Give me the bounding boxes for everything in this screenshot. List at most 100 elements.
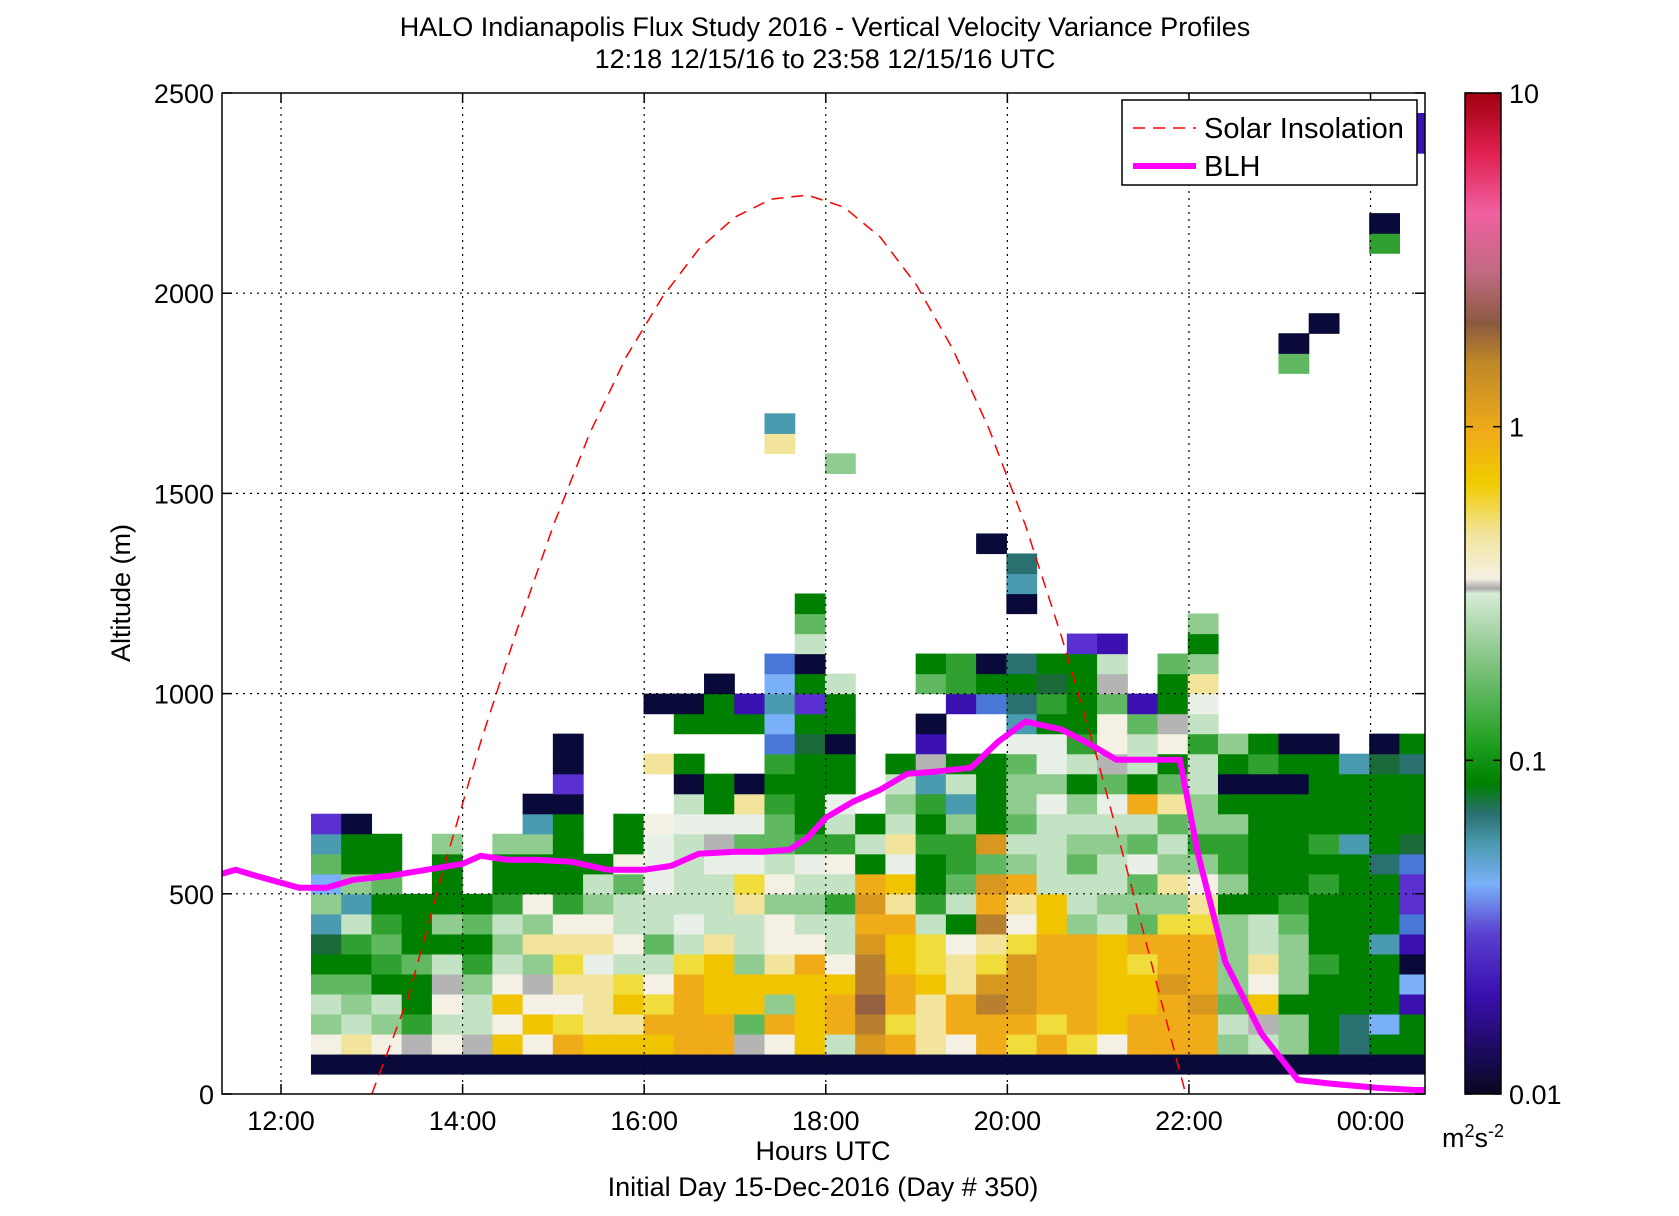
heatmap-cell bbox=[734, 993, 766, 1015]
heatmap-cell bbox=[764, 893, 796, 915]
heatmap-cell bbox=[794, 693, 826, 715]
heatmap-cell bbox=[976, 813, 1007, 835]
heatmap-cell bbox=[1369, 1013, 1400, 1035]
colorbar-unit-base: m bbox=[1442, 1123, 1465, 1153]
heatmap-cell bbox=[1157, 973, 1189, 995]
heatmap-cell bbox=[673, 913, 705, 935]
heatmap-cell bbox=[824, 773, 856, 795]
heatmap-cell bbox=[945, 993, 977, 1015]
heatmap-cell bbox=[794, 1053, 826, 1075]
heatmap-cell bbox=[824, 873, 856, 895]
heatmap-cell bbox=[310, 853, 342, 875]
heatmap-cell bbox=[552, 813, 584, 835]
heatmap-cell bbox=[764, 1053, 796, 1075]
heatmap-cell bbox=[1278, 853, 1310, 875]
heatmap-cell bbox=[824, 973, 856, 995]
heatmap-cell bbox=[945, 973, 977, 995]
heatmap-cell bbox=[734, 773, 766, 795]
heatmap-cell bbox=[824, 1033, 856, 1055]
heatmap-cell bbox=[1338, 873, 1370, 895]
heatmap-cell bbox=[1157, 813, 1189, 835]
heatmap-cell bbox=[1338, 933, 1370, 955]
heatmap-cell bbox=[1006, 673, 1038, 695]
heatmap-cell bbox=[704, 833, 735, 855]
heatmap-cell bbox=[855, 913, 887, 935]
heatmap-cell bbox=[1369, 893, 1400, 915]
heatmap-cell bbox=[945, 813, 977, 835]
heatmap-cell bbox=[1006, 1053, 1038, 1075]
heatmap-cell bbox=[945, 773, 977, 795]
heatmap-cell bbox=[310, 973, 342, 995]
y-axis-label: Altitude (m) bbox=[106, 524, 136, 662]
heatmap-cell bbox=[915, 973, 947, 995]
heatmap-cell bbox=[794, 613, 826, 635]
heatmap-cell bbox=[341, 1033, 373, 1055]
heatmap-cell bbox=[583, 973, 614, 995]
heatmap-cell bbox=[915, 953, 947, 975]
heatmap-cell bbox=[1066, 1013, 1098, 1035]
heatmap-cell bbox=[522, 893, 554, 915]
heatmap-cell bbox=[1187, 933, 1219, 955]
heatmap-cell bbox=[1399, 973, 1425, 995]
heatmap-cell bbox=[794, 993, 826, 1015]
heatmap-cell bbox=[976, 533, 1007, 555]
heatmap-cell bbox=[1157, 893, 1189, 915]
heatmap-cell bbox=[462, 1013, 493, 1035]
heatmap-cell bbox=[1520, 834, 1551, 855]
heatmap-cell bbox=[1399, 813, 1425, 835]
heatmap-cell bbox=[1187, 613, 1219, 635]
heatmap-cell bbox=[885, 933, 917, 955]
heatmap-cell bbox=[1369, 993, 1400, 1015]
heatmap-cell bbox=[1097, 693, 1128, 715]
heatmap-cell bbox=[371, 1053, 403, 1075]
heatmap-cell bbox=[1187, 953, 1219, 975]
heatmap-cell bbox=[945, 833, 977, 855]
heatmap-cell bbox=[1399, 893, 1425, 915]
heatmap-cell bbox=[431, 833, 463, 855]
heatmap-cell bbox=[1248, 873, 1280, 895]
heatmap-cell bbox=[1036, 1013, 1068, 1035]
heatmap-cell bbox=[704, 693, 735, 715]
heatmap-cell bbox=[643, 813, 675, 835]
heatmap-cell bbox=[976, 833, 1007, 855]
heatmap-cell bbox=[462, 1033, 493, 1055]
heatmap-cell bbox=[1097, 673, 1128, 695]
heatmap-cell bbox=[764, 733, 796, 755]
heatmap-cell bbox=[1187, 1013, 1219, 1035]
heatmap-cell bbox=[1308, 873, 1340, 895]
heatmap-cell bbox=[1248, 993, 1280, 1015]
heatmap-cell bbox=[1308, 813, 1340, 835]
heatmap-cell bbox=[1097, 1033, 1128, 1055]
heatmap-cell bbox=[371, 933, 403, 955]
heatmap-cell bbox=[1157, 793, 1189, 815]
heatmap-cell bbox=[764, 873, 796, 895]
heatmap-cell bbox=[1217, 793, 1249, 815]
heatmap-cell bbox=[1278, 833, 1310, 855]
heatmap-cell bbox=[1006, 873, 1038, 895]
heatmap-cell bbox=[1308, 893, 1340, 915]
heatmap-cell bbox=[613, 1013, 645, 1035]
heatmap-cell bbox=[764, 973, 796, 995]
heatmap-cell bbox=[945, 793, 977, 815]
heatmap-cell bbox=[885, 973, 917, 995]
heatmap-cell bbox=[1217, 1013, 1249, 1035]
heatmap-cell bbox=[885, 913, 917, 935]
heatmap-cell bbox=[1187, 733, 1219, 755]
heatmap-cell bbox=[462, 913, 493, 935]
heatmap-cell bbox=[1520, 1054, 1551, 1075]
heatmap-cell bbox=[1006, 833, 1038, 855]
heatmap-cell bbox=[734, 913, 766, 935]
heatmap-cell bbox=[310, 893, 342, 915]
heatmap-cell bbox=[1430, 934, 1461, 955]
heatmap-cell bbox=[1217, 893, 1249, 915]
heatmap-cell bbox=[1097, 873, 1128, 895]
heatmap-cell bbox=[704, 893, 735, 915]
heatmap-cell bbox=[1217, 913, 1249, 935]
heatmap-cell bbox=[1520, 814, 1551, 835]
heatmap-cell bbox=[1097, 953, 1128, 975]
heatmap-cell bbox=[1006, 933, 1038, 955]
heatmap-cell bbox=[1520, 293, 1551, 314]
heatmap-cell bbox=[492, 993, 524, 1015]
heatmap-cell bbox=[1127, 813, 1159, 835]
heatmap-cell bbox=[1278, 913, 1310, 935]
